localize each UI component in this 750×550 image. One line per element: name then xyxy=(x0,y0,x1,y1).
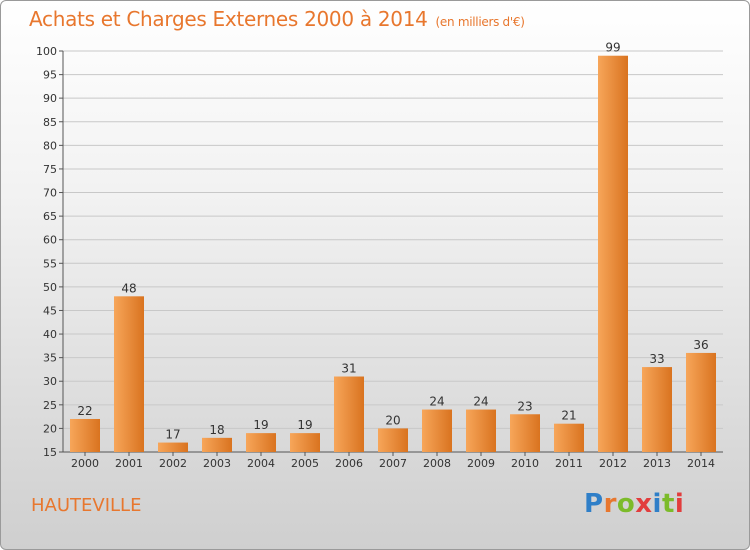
y-tick-label: 35 xyxy=(43,352,57,365)
y-tick-label: 70 xyxy=(43,187,57,200)
bars xyxy=(70,55,716,452)
data-label-2006: 31 xyxy=(341,362,356,376)
x-tick-label: 2010 xyxy=(511,457,539,470)
x-tick-label: 2006 xyxy=(335,457,363,470)
logo-letter: o xyxy=(616,489,636,519)
bar-2005 xyxy=(290,433,320,452)
data-label-2009: 24 xyxy=(473,395,488,409)
y-tick-label: 80 xyxy=(43,139,57,152)
y-tick-label: 25 xyxy=(43,399,57,412)
y-tick-label: 75 xyxy=(43,163,57,176)
commune-name: HAUTEVILLE xyxy=(31,495,142,516)
x-tick-label: 2009 xyxy=(467,457,495,470)
bar-2013 xyxy=(642,367,672,452)
chart-title-text: Achats et Charges Externes 2000 à 2014 xyxy=(29,7,428,31)
bar-2002 xyxy=(158,442,188,452)
x-tick-label: 2005 xyxy=(291,457,319,470)
data-label-2005: 19 xyxy=(297,418,312,432)
x-tick-label: 2003 xyxy=(203,457,231,470)
data-label-2007: 20 xyxy=(385,413,400,427)
x-tick-label: 2004 xyxy=(247,457,275,470)
x-tick-label: 2000 xyxy=(71,457,99,470)
data-label-2000: 22 xyxy=(77,404,92,418)
y-tick-label: 50 xyxy=(43,281,57,294)
y-tick-label: 40 xyxy=(43,328,57,341)
chart-subtitle: (en milliers d'€) xyxy=(435,15,525,29)
x-tick-label: 2013 xyxy=(643,457,671,470)
data-label-2003: 18 xyxy=(209,423,224,437)
bar-2011 xyxy=(554,423,584,452)
bar-2006 xyxy=(334,376,364,452)
x-tick-label: 2012 xyxy=(599,457,627,470)
y-tick-label: 100 xyxy=(36,45,57,58)
y-tick-label: 65 xyxy=(43,210,57,223)
logo-letter: t xyxy=(661,489,675,519)
bar-2000 xyxy=(70,418,100,452)
bar-2009 xyxy=(466,409,496,452)
logo-letter: P xyxy=(584,489,604,519)
bar-2010 xyxy=(510,414,540,452)
bar-2008 xyxy=(422,409,452,452)
data-label-2001: 48 xyxy=(121,281,136,295)
y-tick-label: 15 xyxy=(43,446,57,459)
logo-letter: i xyxy=(652,489,662,519)
logo-letter: i xyxy=(674,489,685,519)
data-label-2013: 33 xyxy=(649,352,664,366)
bar-2007 xyxy=(378,428,408,452)
data-label-2014: 36 xyxy=(693,338,708,352)
y-tick-label: 95 xyxy=(43,69,57,82)
y-tick-label: 85 xyxy=(43,116,57,129)
x-tick-label: 2014 xyxy=(687,457,715,470)
y-tick-label: 30 xyxy=(43,375,57,388)
data-label-2011: 21 xyxy=(561,409,576,423)
y-tick-label: 55 xyxy=(43,257,57,270)
x-tick-label: 2008 xyxy=(423,457,451,470)
bar-2003 xyxy=(202,437,232,452)
chart-title: Achats et Charges Externes 2000 à 2014 (e… xyxy=(29,7,525,31)
bar-2012 xyxy=(598,55,628,452)
data-label-2002: 17 xyxy=(165,428,180,442)
logo-letter: x xyxy=(635,489,653,519)
x-tick-label: 2001 xyxy=(115,457,143,470)
logo-letter: r xyxy=(603,489,617,519)
x-tick-label: 2002 xyxy=(159,457,187,470)
y-tick-label: 60 xyxy=(43,234,57,247)
data-labels: 22 48 17 18 19 19 31 20 24 24 23 21 99 33 36 xyxy=(77,41,708,442)
x-tick-label: 2007 xyxy=(379,457,407,470)
proxiti-logo[interactable]: Proxiti xyxy=(584,489,684,519)
data-label-2010: 23 xyxy=(517,399,532,413)
y-tick-label: 90 xyxy=(43,92,57,105)
data-label-2008: 24 xyxy=(429,395,444,409)
data-label-2012: 99 xyxy=(605,41,620,55)
y-tick-label: 45 xyxy=(43,304,57,317)
x-tick-label: 2011 xyxy=(555,457,583,470)
y-tick-label: 20 xyxy=(43,422,57,435)
bar-2001 xyxy=(114,296,144,452)
data-label-2004: 19 xyxy=(253,418,268,432)
bar-2014 xyxy=(686,352,716,452)
bar-2004 xyxy=(246,433,276,452)
